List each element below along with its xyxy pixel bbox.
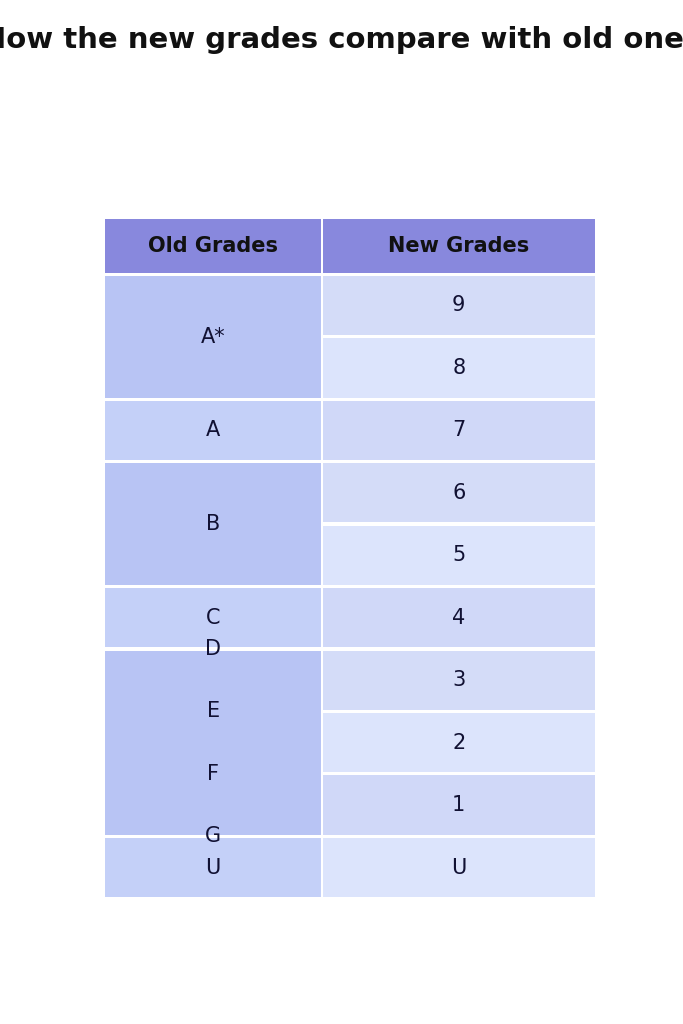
Text: 5: 5	[452, 546, 465, 565]
Text: 1: 1	[452, 795, 465, 815]
Text: 7: 7	[452, 421, 465, 440]
Text: A*: A*	[201, 327, 225, 347]
Text: D: D	[205, 639, 221, 659]
Text: C: C	[206, 607, 221, 628]
Text: 3: 3	[452, 670, 465, 690]
Bar	[323, 588, 595, 647]
Bar	[323, 219, 595, 272]
Text: 8: 8	[452, 358, 465, 378]
Text: 2: 2	[452, 732, 465, 753]
Bar	[323, 775, 595, 835]
Text: E: E	[206, 701, 220, 721]
Bar	[105, 463, 321, 585]
Text: G: G	[205, 826, 221, 846]
Bar	[323, 713, 595, 772]
Bar	[323, 525, 595, 585]
Bar	[105, 838, 321, 897]
Bar	[323, 838, 595, 897]
Text: New Grades: New Grades	[388, 236, 529, 256]
Text: B: B	[206, 514, 220, 535]
Bar	[323, 400, 595, 460]
Bar	[105, 219, 321, 272]
Text: A: A	[206, 421, 220, 440]
Bar	[323, 650, 595, 710]
Bar	[105, 275, 321, 397]
Bar	[105, 588, 321, 647]
Text: 6: 6	[452, 483, 465, 503]
Text: 4: 4	[452, 607, 465, 628]
Text: U: U	[206, 857, 221, 878]
Text: How the new grades compare with old ones: How the new grades compare with old ones	[0, 26, 683, 53]
Bar	[105, 650, 321, 835]
Text: F: F	[207, 764, 219, 783]
Text: 9: 9	[452, 296, 465, 315]
Bar	[323, 338, 595, 397]
Bar	[105, 400, 321, 460]
Bar	[323, 275, 595, 335]
Bar	[323, 463, 595, 522]
Text: U: U	[451, 857, 466, 878]
Text: Old Grades: Old Grades	[148, 236, 278, 256]
